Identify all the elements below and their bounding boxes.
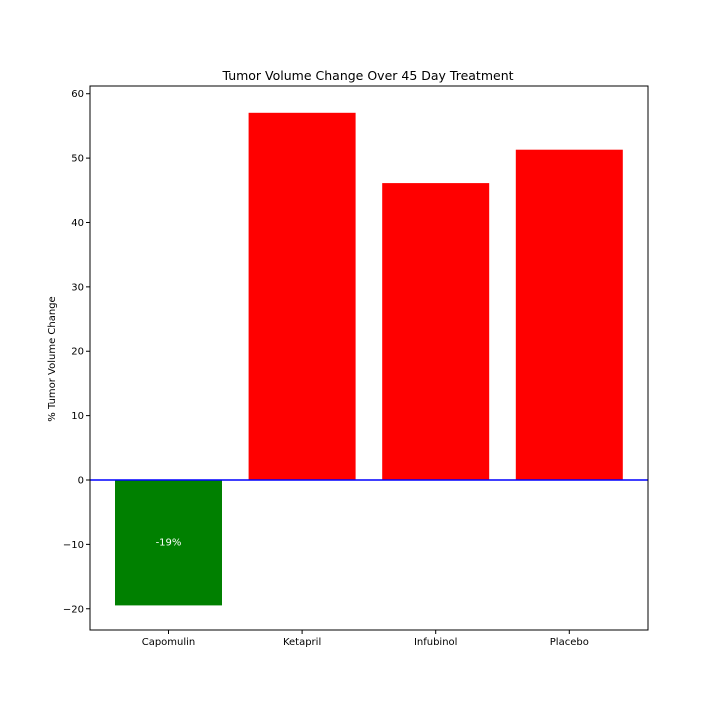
y-tick-label: 60 xyxy=(71,89,84,100)
y-tick-label: 50 xyxy=(71,154,84,165)
x-tick-label-capomulin: Capomulin xyxy=(142,637,196,648)
x-tick-label-placebo: Placebo xyxy=(550,637,589,648)
data-label-capomulin: -19% xyxy=(156,538,182,549)
plot-frame xyxy=(89,85,649,631)
chart-title: Tumor Volume Change Over 45 Day Treatmen… xyxy=(221,68,513,83)
y-tick-label: 20 xyxy=(71,347,84,358)
axes: Capomulin Ketapril Infubinol Placebo −20 −10 0… xyxy=(63,85,649,648)
bar-ketapril xyxy=(248,112,356,481)
bar-infubinol xyxy=(382,183,490,480)
y-axis-label: % Tumor Volume Change xyxy=(47,296,58,421)
x-tick-label-ketapril: Ketapril xyxy=(283,637,321,648)
y-tick-label: −20 xyxy=(63,604,84,615)
bar-capomulin xyxy=(115,480,222,606)
y-tick-label: 0 xyxy=(78,475,84,486)
y-tick-label: 30 xyxy=(71,282,84,293)
bars xyxy=(115,112,623,606)
bar-placebo xyxy=(515,149,623,480)
y-tick-label: −10 xyxy=(63,540,84,551)
y-tick-label: 10 xyxy=(71,411,84,422)
y-tick-label: 40 xyxy=(71,218,84,229)
x-tick-label-infubinol: Infubinol xyxy=(414,637,458,648)
data-labels: -19% xyxy=(156,538,182,549)
